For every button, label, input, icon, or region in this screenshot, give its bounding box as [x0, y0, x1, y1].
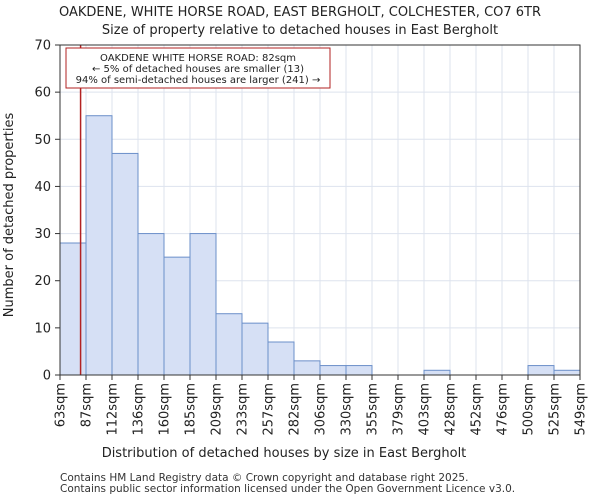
bars [59, 115, 581, 376]
x-tick-label: 428sqm [444, 383, 459, 436]
x-tick-label: 185sqm [184, 383, 199, 436]
y-tick-label: 0 [43, 369, 51, 384]
bar-500sqm [527, 365, 555, 376]
x-axis-label: Distribution of detached houses by size … [102, 446, 467, 461]
x-tick-label: 452sqm [470, 383, 485, 436]
x-axis-ticks: 63sqm 87sqm 112sqm 136sqm 160sqm 185sqm 209sqm… [54, 375, 589, 436]
bar-87sqm [85, 115, 113, 376]
x-tick-label: 306sqm [314, 383, 329, 436]
annotation-line-2: ← 5% of detached houses are smaller (13) [92, 64, 304, 75]
x-tick-label: 500sqm [522, 383, 537, 436]
bar-185sqm [189, 233, 217, 376]
bar-63sqm [59, 242, 87, 376]
y-tick-label: 40 [34, 180, 51, 195]
bar-160sqm [163, 256, 191, 376]
bar-525sqm [553, 369, 581, 376]
annotation-line-3: 94% of semi-detached houses are larger (… [76, 75, 321, 86]
x-tick-label: 257sqm [262, 383, 277, 436]
bar-403sqm [423, 369, 451, 376]
x-tick-label: 63sqm [54, 383, 69, 427]
x-tick-label: 112sqm [106, 383, 121, 436]
y-axis-label: Number of detached properties [2, 113, 17, 318]
x-tick-label: 282sqm [288, 383, 303, 436]
x-tick-label: 136sqm [132, 383, 147, 436]
x-tick-label: 525sqm [548, 383, 563, 436]
x-tick-label: 160sqm [158, 383, 173, 436]
bar-306sqm [319, 365, 347, 376]
bar-282sqm [293, 360, 321, 376]
x-tick-label: 330sqm [340, 383, 355, 436]
bar-330sqm [345, 365, 373, 376]
annotation-line-1: OAKDENE WHITE HORSE ROAD: 82sqm [100, 53, 296, 64]
y-tick-label: 50 [34, 133, 51, 148]
bar-257sqm [267, 341, 295, 376]
x-tick-label: 379sqm [392, 383, 407, 436]
x-tick-label: 403sqm [418, 383, 433, 436]
y-tick-label: 70 [34, 39, 51, 54]
x-tick-label: 355sqm [366, 383, 381, 436]
chart-subtitle: Size of property relative to detached ho… [102, 23, 498, 38]
footer-line-1: Contains HM Land Registry data © Crown c… [60, 472, 469, 484]
bar-112sqm [111, 152, 139, 376]
bar-233sqm [241, 322, 269, 376]
y-tick-label: 60 [34, 86, 51, 101]
y-tick-label: 20 [34, 274, 51, 289]
footer-line-2: Contains public sector information licen… [60, 483, 516, 495]
x-tick-label: 549sqm [574, 383, 589, 436]
y-axis-ticks: 0 10 20 30 40 50 60 70 [34, 39, 60, 384]
x-tick-label: 87sqm [80, 383, 95, 427]
x-tick-label: 209sqm [210, 383, 225, 436]
bar-136sqm [137, 233, 165, 376]
bar-209sqm [215, 313, 243, 376]
y-tick-label: 10 [34, 321, 51, 336]
y-tick-label: 30 [34, 227, 51, 242]
x-tick-label: 233sqm [236, 383, 251, 436]
annotation-box: OAKDENE WHITE HORSE ROAD: 82sqm ← 5% of … [65, 47, 331, 89]
chart-title: OAKDENE, WHITE HORSE ROAD, EAST BERGHOLT… [59, 5, 541, 20]
x-tick-label: 476sqm [496, 383, 511, 436]
annotation-border [65, 47, 331, 89]
